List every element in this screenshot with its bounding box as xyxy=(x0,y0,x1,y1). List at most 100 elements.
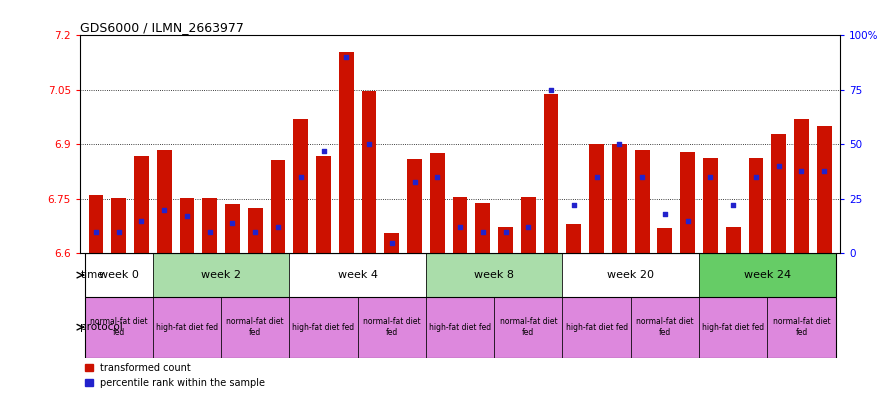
Point xyxy=(180,213,194,220)
Bar xyxy=(153,297,221,358)
Text: week 8: week 8 xyxy=(474,270,514,280)
Text: time: time xyxy=(80,270,104,280)
Bar xyxy=(316,156,331,253)
Point xyxy=(385,239,399,246)
Point xyxy=(794,167,808,174)
Bar xyxy=(521,197,536,253)
Bar xyxy=(290,297,357,358)
Bar xyxy=(563,297,630,358)
Point xyxy=(407,178,421,185)
Text: week 4: week 4 xyxy=(338,270,378,280)
Bar xyxy=(339,52,354,253)
Bar xyxy=(635,150,650,253)
Point xyxy=(271,224,285,230)
Text: week 0: week 0 xyxy=(99,270,139,280)
Point xyxy=(453,224,468,230)
Bar xyxy=(357,297,426,358)
Point xyxy=(566,202,581,209)
Bar xyxy=(680,152,695,253)
Point xyxy=(544,87,558,93)
Bar xyxy=(221,297,290,358)
Bar xyxy=(612,144,627,253)
Bar xyxy=(134,156,148,253)
Bar xyxy=(89,195,103,253)
Text: protocol: protocol xyxy=(80,322,123,332)
Bar xyxy=(476,203,490,253)
Point xyxy=(521,224,535,230)
Bar xyxy=(749,158,764,253)
Point xyxy=(293,174,308,180)
Point xyxy=(476,228,490,235)
Point xyxy=(134,218,148,224)
Text: normal-fat diet
fed: normal-fat diet fed xyxy=(363,318,420,337)
Point xyxy=(658,211,672,217)
Bar xyxy=(453,197,468,253)
Point xyxy=(613,141,627,147)
Point xyxy=(499,228,513,235)
Bar xyxy=(703,158,717,253)
Bar xyxy=(293,119,308,253)
Bar xyxy=(772,134,786,253)
Text: GDS6000 / ILMN_2663977: GDS6000 / ILMN_2663977 xyxy=(80,21,244,34)
Point xyxy=(226,220,240,226)
Text: high-fat diet fed: high-fat diet fed xyxy=(292,323,355,332)
Bar xyxy=(589,144,604,253)
Text: week 2: week 2 xyxy=(201,270,241,280)
Text: high-fat diet fed: high-fat diet fed xyxy=(156,323,218,332)
Bar xyxy=(544,94,558,253)
Point xyxy=(157,207,172,213)
Bar xyxy=(658,228,672,253)
Bar xyxy=(84,297,153,358)
Text: normal-fat diet
fed: normal-fat diet fed xyxy=(500,318,557,337)
Point xyxy=(589,174,604,180)
Bar xyxy=(270,160,285,253)
Point xyxy=(316,148,331,154)
Point xyxy=(203,228,217,235)
Bar xyxy=(203,198,217,253)
Point xyxy=(635,174,649,180)
Point xyxy=(749,174,763,180)
Bar xyxy=(563,253,699,297)
Bar xyxy=(794,119,809,253)
Bar xyxy=(225,204,240,253)
Bar xyxy=(699,297,767,358)
Bar xyxy=(725,227,741,253)
Bar xyxy=(817,125,831,253)
Bar xyxy=(362,91,376,253)
Point xyxy=(248,228,262,235)
Text: normal-fat diet
fed: normal-fat diet fed xyxy=(773,318,830,337)
Text: week 24: week 24 xyxy=(744,270,791,280)
Point xyxy=(362,141,376,147)
Bar xyxy=(498,227,513,253)
Text: normal-fat diet
fed: normal-fat diet fed xyxy=(227,318,284,337)
Point xyxy=(703,174,717,180)
Text: high-fat diet fed: high-fat diet fed xyxy=(565,323,628,332)
Bar xyxy=(384,233,399,253)
Text: normal-fat diet
fed: normal-fat diet fed xyxy=(636,318,693,337)
Bar xyxy=(290,253,426,297)
Bar xyxy=(430,153,444,253)
Bar xyxy=(494,297,563,358)
Point xyxy=(430,174,444,180)
Text: high-fat diet fed: high-fat diet fed xyxy=(702,323,765,332)
Point xyxy=(112,228,126,235)
Bar xyxy=(156,150,172,253)
Point xyxy=(340,54,354,60)
Legend: transformed count, percentile rank within the sample: transformed count, percentile rank withi… xyxy=(84,363,266,388)
Bar xyxy=(111,198,126,253)
Bar xyxy=(426,297,494,358)
Bar xyxy=(180,198,195,253)
Bar xyxy=(630,297,699,358)
Text: normal-fat diet
fed: normal-fat diet fed xyxy=(90,318,148,337)
Bar xyxy=(566,224,581,253)
Point xyxy=(89,228,103,235)
Text: week 20: week 20 xyxy=(607,270,654,280)
Text: high-fat diet fed: high-fat diet fed xyxy=(429,323,491,332)
Bar xyxy=(767,297,836,358)
Bar xyxy=(426,253,563,297)
Bar xyxy=(248,208,262,253)
Point xyxy=(680,218,694,224)
Point xyxy=(772,163,786,169)
Point xyxy=(726,202,741,209)
Bar xyxy=(84,253,153,297)
